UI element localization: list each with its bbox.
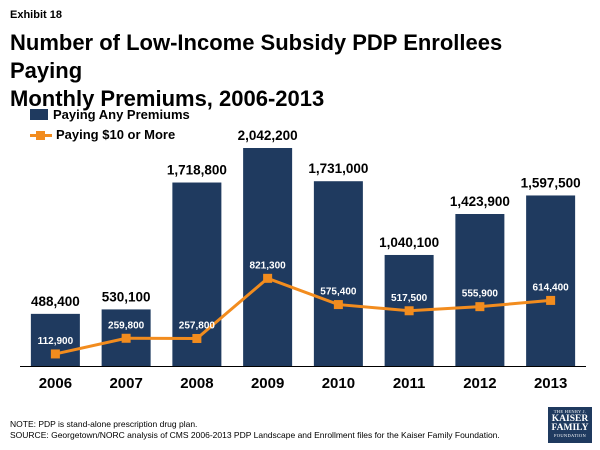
line-value-label-2010: 575,400	[320, 287, 357, 298]
x-tick-label-2006: 2006	[39, 375, 72, 392]
legend-line-swatch	[30, 129, 52, 141]
legend-item-line: Paying $10 or More	[30, 127, 175, 142]
note-text: NOTE: PDP is stand-alone prescription dr…	[10, 419, 198, 429]
line-point-2010	[333, 300, 343, 310]
line-point-2007	[121, 333, 131, 343]
line-point-2006	[50, 349, 60, 359]
line-series-paying-10	[55, 276, 551, 356]
title-line-1: Number of Low-Income Subsidy PDP Enrolle…	[10, 30, 503, 83]
title-line-2: Monthly Premiums, 2006-2013	[10, 86, 325, 111]
line-value-label-2007: 259,800	[108, 320, 145, 331]
source-text: SOURCE: Georgetown/NORC analysis of CMS …	[10, 430, 500, 440]
line-point-2013	[546, 295, 556, 305]
chart-title: Number of Low-Income Subsidy PDP Enrolle…	[10, 29, 570, 113]
x-tick-label-2012: 2012	[463, 375, 496, 392]
footnotes: NOTE: PDP is stand-alone prescription dr…	[10, 419, 500, 441]
line-value-label-2008: 257,800	[179, 320, 216, 331]
line-value-label-2012: 555,900	[462, 289, 499, 300]
line-point-2011	[404, 306, 414, 316]
x-tick-label-2013: 2013	[534, 375, 567, 392]
bar-value-label-2009: 2,042,200	[238, 128, 298, 143]
bar-value-label-2008: 1,718,800	[167, 163, 227, 178]
bar-2012	[455, 214, 505, 366]
x-tick-label-2007: 2007	[109, 375, 142, 392]
legend-bar-label: Paying Any Premiums	[53, 107, 190, 122]
x-tick-label-2011: 2011	[393, 375, 426, 392]
x-tick-label-2009: 2009	[251, 375, 284, 392]
legend-bar-swatch	[30, 109, 48, 120]
bar-value-label-2013: 1,597,500	[521, 175, 581, 190]
line-value-label-2013: 614,400	[533, 282, 570, 293]
line-value-label-2006: 112,900	[38, 336, 74, 347]
exhibit-label: Exhibit 18	[10, 9, 62, 21]
legend-item-bars: Paying Any Premiums	[30, 107, 190, 122]
line-value-label-2011: 517,500	[391, 293, 428, 304]
bar-2009	[243, 148, 293, 366]
bar-2010	[313, 181, 363, 366]
line-value-label-2009: 821,300	[250, 260, 287, 271]
x-tick-label-2010: 2010	[322, 375, 355, 392]
legend-line-label: Paying $10 or More	[56, 127, 176, 142]
bar-value-label-2011: 1,040,100	[379, 235, 439, 250]
line-point-2009	[263, 273, 273, 283]
bar-value-label-2010: 1,731,000	[308, 161, 368, 176]
bar-2013	[526, 195, 576, 366]
bar-value-label-2012: 1,423,900	[450, 194, 510, 209]
line-point-2012	[475, 302, 485, 312]
bar-value-label-2006: 488,400	[31, 294, 80, 309]
kff-logo: THE HENRY J. KAISER FAMILY FOUNDATION	[548, 407, 592, 443]
line-point-2008	[192, 333, 202, 343]
bar-value-label-2007: 530,100	[102, 289, 151, 304]
x-tick-label-2008: 2008	[180, 375, 213, 392]
